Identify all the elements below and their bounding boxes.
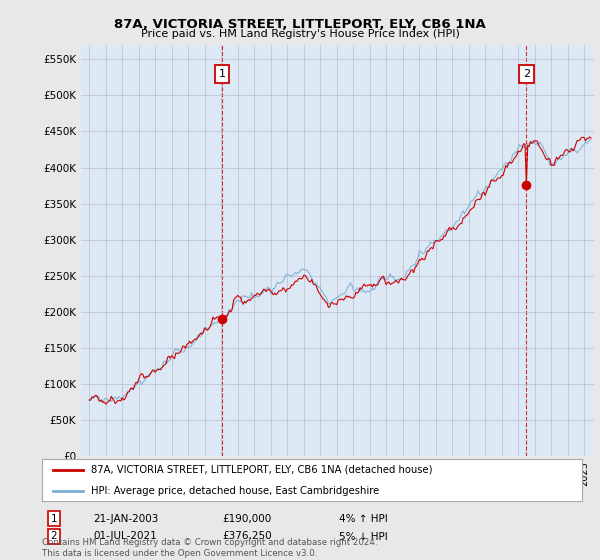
- Text: 5% ↓ HPI: 5% ↓ HPI: [339, 531, 388, 542]
- Text: 21-JAN-2003: 21-JAN-2003: [93, 514, 158, 524]
- Text: £190,000: £190,000: [222, 514, 271, 524]
- Text: Price paid vs. HM Land Registry's House Price Index (HPI): Price paid vs. HM Land Registry's House …: [140, 29, 460, 39]
- Text: 2: 2: [523, 69, 530, 79]
- Text: Contains HM Land Registry data © Crown copyright and database right 2024.
This d: Contains HM Land Registry data © Crown c…: [42, 538, 377, 558]
- Text: 87A, VICTORIA STREET, LITTLEPORT, ELY, CB6 1NA: 87A, VICTORIA STREET, LITTLEPORT, ELY, C…: [114, 18, 486, 31]
- Text: 1: 1: [218, 69, 226, 79]
- Text: 1: 1: [50, 514, 58, 524]
- Text: 2: 2: [50, 531, 58, 542]
- Text: 87A, VICTORIA STREET, LITTLEPORT, ELY, CB6 1NA (detached house): 87A, VICTORIA STREET, LITTLEPORT, ELY, C…: [91, 465, 432, 475]
- Text: 4% ↑ HPI: 4% ↑ HPI: [339, 514, 388, 524]
- Text: 01-JUL-2021: 01-JUL-2021: [93, 531, 157, 542]
- Text: HPI: Average price, detached house, East Cambridgeshire: HPI: Average price, detached house, East…: [91, 486, 379, 496]
- Text: £376,250: £376,250: [222, 531, 272, 542]
